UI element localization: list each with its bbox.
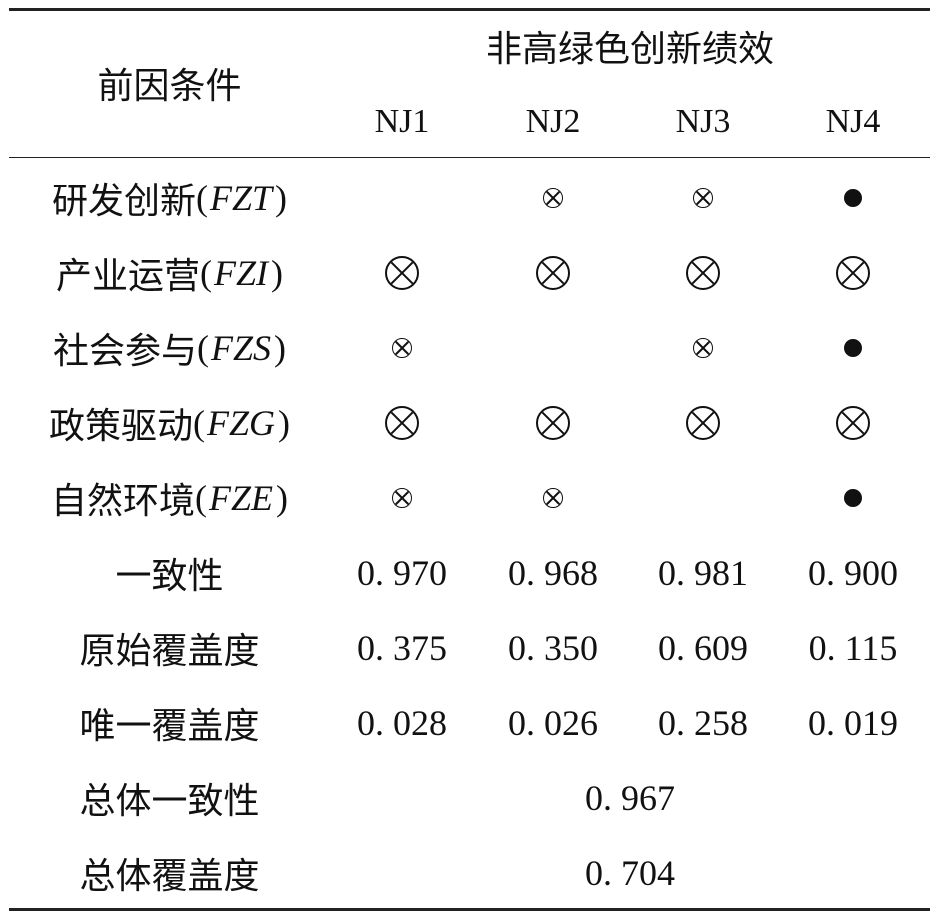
condition-name: 政策驱动	[48, 405, 193, 447]
paren-open: (	[195, 477, 207, 518]
peripheral-absent-icon	[693, 337, 713, 358]
condition-label: 政策驱动(FZG)	[9, 385, 330, 460]
condition-code: FZG	[207, 402, 276, 443]
condition-label: 自然环境(FZE)	[9, 460, 330, 535]
metric-value: 0. 258	[658, 702, 748, 743]
metric-value: 0. 981	[658, 552, 748, 593]
header-rule	[9, 157, 930, 158]
overall-value: 0. 967	[585, 777, 675, 818]
paren-open: (	[195, 177, 208, 218]
paren-close: )	[274, 327, 287, 368]
symbol-cell	[628, 385, 778, 460]
top-rule	[9, 8, 930, 11]
symbol-cell	[628, 235, 778, 310]
symbol-cell	[778, 235, 928, 310]
core-absent-icon	[836, 255, 870, 290]
condition-label: 产业运营(FZI)	[9, 235, 330, 310]
core-absent-icon	[385, 405, 419, 440]
condition-name: 研发创新	[51, 180, 196, 222]
paren-close: )	[271, 252, 283, 293]
header-col-nj3: NJ3	[675, 103, 731, 140]
metric-value: 0. 970	[357, 552, 447, 593]
symbol-cell	[628, 460, 778, 535]
overall-label: 总体一致性	[79, 780, 260, 822]
header-condition-label: 前因条件	[97, 66, 242, 107]
paren-open: (	[193, 402, 205, 443]
symbol-cell	[327, 160, 477, 235]
metric-value: 0. 028	[357, 702, 447, 743]
header-group-label: 非高绿色创新绩效	[485, 29, 774, 70]
paren-open: (	[200, 252, 212, 293]
condition-code: FZT	[209, 177, 273, 218]
core-absent-icon	[836, 405, 870, 440]
condition-name: 社会参与	[52, 330, 197, 372]
metric-label: 一致性	[115, 555, 224, 597]
condition-code: FZS	[211, 327, 272, 368]
core-absent-icon	[686, 255, 720, 290]
header-col-nj4: NJ4	[825, 103, 881, 140]
peripheral-present-icon	[844, 338, 862, 357]
metric-value: 0. 900	[808, 552, 898, 593]
condition-name: 自然环境	[50, 480, 195, 522]
symbol-cell	[778, 310, 928, 385]
bottom-rule	[9, 908, 930, 911]
symbol-cell	[778, 160, 928, 235]
metric-value: 0. 019	[808, 702, 898, 743]
overall-value: 0. 704	[585, 852, 675, 893]
condition-name: 产业运营	[55, 255, 200, 297]
paren-open: (	[197, 327, 209, 368]
metric-label: 原始覆盖度	[79, 630, 260, 672]
configuration-table: 前因条件 非高绿色创新绩效 NJ1 NJ2 NJ3 NJ4 研发创新(FZT) 产…	[9, 8, 930, 912]
symbol-cell	[778, 385, 928, 460]
symbol-cell	[478, 160, 628, 235]
header-col-nj1: NJ1	[374, 103, 430, 140]
symbol-cell	[628, 310, 778, 385]
paren-close: )	[276, 477, 289, 518]
header-col-nj2: NJ2	[525, 103, 581, 140]
symbol-cell	[327, 235, 477, 310]
metric-value: 0. 026	[508, 702, 598, 743]
peripheral-present-icon	[844, 488, 862, 507]
peripheral-absent-icon	[543, 487, 563, 508]
metric-label: 唯一覆盖度	[79, 705, 260, 747]
symbol-cell	[478, 460, 628, 535]
peripheral-absent-icon	[693, 187, 713, 208]
metric-value: 0. 968	[508, 552, 598, 593]
metric-value: 0. 350	[508, 627, 598, 668]
peripheral-absent-icon	[543, 187, 563, 208]
peripheral-absent-icon	[392, 337, 412, 358]
core-absent-icon	[686, 405, 720, 440]
condition-label: 社会参与(FZS)	[9, 310, 330, 385]
peripheral-present-icon	[844, 188, 862, 207]
overall-label: 总体覆盖度	[79, 855, 260, 897]
core-absent-icon	[385, 255, 419, 290]
peripheral-absent-icon	[392, 487, 412, 508]
paren-close: )	[275, 177, 288, 218]
metric-value: 0. 609	[658, 627, 748, 668]
condition-code: FZI	[214, 252, 268, 293]
core-absent-icon	[536, 405, 570, 440]
paren-close: )	[278, 402, 291, 443]
metric-value: 0. 375	[357, 627, 447, 668]
symbol-cell	[478, 385, 628, 460]
symbol-cell	[327, 310, 477, 385]
symbol-cell	[628, 160, 778, 235]
symbol-cell	[478, 310, 628, 385]
symbol-cell	[478, 235, 628, 310]
condition-label: 研发创新(FZT)	[9, 160, 330, 235]
metric-value: 0. 115	[808, 627, 898, 668]
symbol-cell	[327, 385, 477, 460]
condition-code: FZE	[209, 477, 274, 518]
symbol-cell	[778, 460, 928, 535]
core-absent-icon	[536, 255, 570, 290]
symbol-cell	[327, 460, 477, 535]
